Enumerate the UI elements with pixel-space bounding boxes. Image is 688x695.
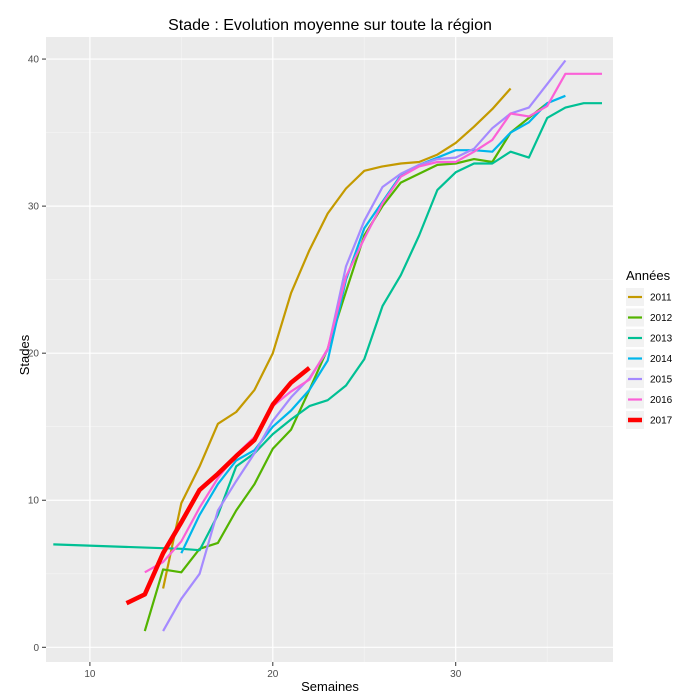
series-line-2011 — [162, 87, 512, 589]
y-tick-label: 0 — [33, 643, 39, 654]
y-axis-title: Stades — [17, 334, 32, 375]
x-tick-label: 20 — [267, 669, 279, 680]
x-axis: 10 20 30 — [84, 662, 462, 680]
plot-panel — [46, 37, 613, 662]
legend-label-2014: 2014 — [650, 354, 673, 365]
legend-label-2017: 2017 — [650, 416, 673, 427]
series-line-2016 — [144, 72, 602, 574]
legend: Années 2011 2012 2013 2014 2015 2016 2017 — [626, 268, 673, 429]
chart-title: Stade : Evolution moyenne sur toute la r… — [168, 17, 492, 34]
legend-label-2015: 2015 — [650, 375, 673, 386]
y-tick-label: 40 — [28, 55, 40, 66]
series-line-2014 — [180, 94, 566, 554]
legend-title: Années — [626, 268, 671, 283]
y-tick-label: 20 — [28, 349, 40, 360]
legend-label-2016: 2016 — [650, 395, 673, 406]
x-tick-label: 10 — [84, 669, 96, 680]
legend-label-2013: 2013 — [650, 334, 673, 345]
y-axis: 0 10 20 30 40 — [28, 55, 46, 654]
x-tick-label: 30 — [450, 669, 462, 680]
series-line-2012 — [143, 102, 548, 632]
y-tick-label: 30 — [28, 202, 40, 213]
series-line-2015 — [162, 59, 567, 632]
legend-label-2011: 2011 — [650, 293, 672, 304]
y-tick-label: 10 — [28, 496, 40, 507]
x-axis-title: Semaines — [301, 679, 359, 694]
legend-label-2012: 2012 — [650, 313, 673, 324]
series-line-2013 — [53, 102, 602, 552]
series-line-2017 — [125, 366, 311, 606]
